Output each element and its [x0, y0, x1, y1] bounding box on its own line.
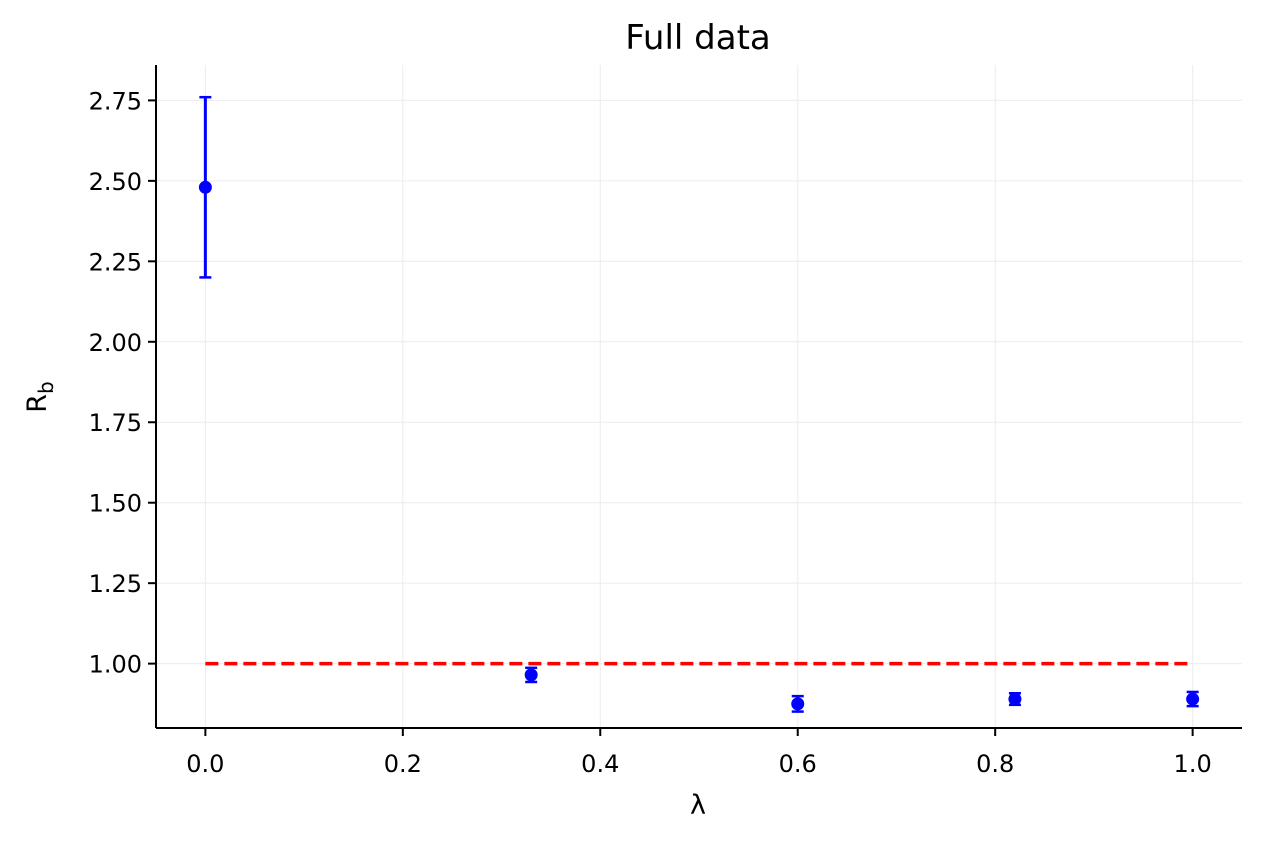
x-ticks: 0.0 0.2 0.4 0.6 0.8 1.0 [186, 728, 1212, 778]
x-tick-label-1: 0.2 [384, 750, 422, 778]
data-point-1 [524, 668, 538, 682]
x-tick-label-3: 0.6 [779, 750, 817, 778]
axes [155, 65, 1242, 729]
data-point-3 [1008, 692, 1022, 706]
x-tick-label-2: 0.4 [581, 750, 619, 778]
y-axis-label-main: R [22, 394, 53, 413]
y-tick-label-3: 1.75 [89, 409, 142, 437]
y-axis-label-sub: b [34, 381, 58, 394]
y-tick-label-4: 2.00 [89, 329, 142, 357]
chart-title: Full data [625, 18, 771, 58]
data-point-2 [791, 697, 805, 711]
x-tick-label-4: 0.8 [976, 750, 1014, 778]
grid [156, 65, 1242, 728]
y-tick-label-5: 2.25 [89, 248, 142, 276]
x-tick-label-0: 0.0 [186, 750, 224, 778]
x-tick-label-5: 1.0 [1174, 750, 1212, 778]
y-tick-label-6: 2.50 [89, 168, 142, 196]
y-tick-label-7: 2.75 [89, 87, 142, 115]
y-ticks: 1.00 1.25 1.50 1.75 2.00 2.25 2.50 2.75 [89, 87, 156, 679]
data-point-4 [1186, 692, 1200, 706]
x-axis-label: λ [690, 790, 706, 821]
y-tick-label-2: 1.50 [89, 490, 142, 518]
y-axis-label: Rb [22, 381, 58, 412]
y-tick-label-0: 1.00 [89, 651, 142, 679]
data-points [198, 95, 1200, 713]
y-tick-label-1: 1.25 [89, 570, 142, 598]
data-point-0 [198, 180, 212, 194]
